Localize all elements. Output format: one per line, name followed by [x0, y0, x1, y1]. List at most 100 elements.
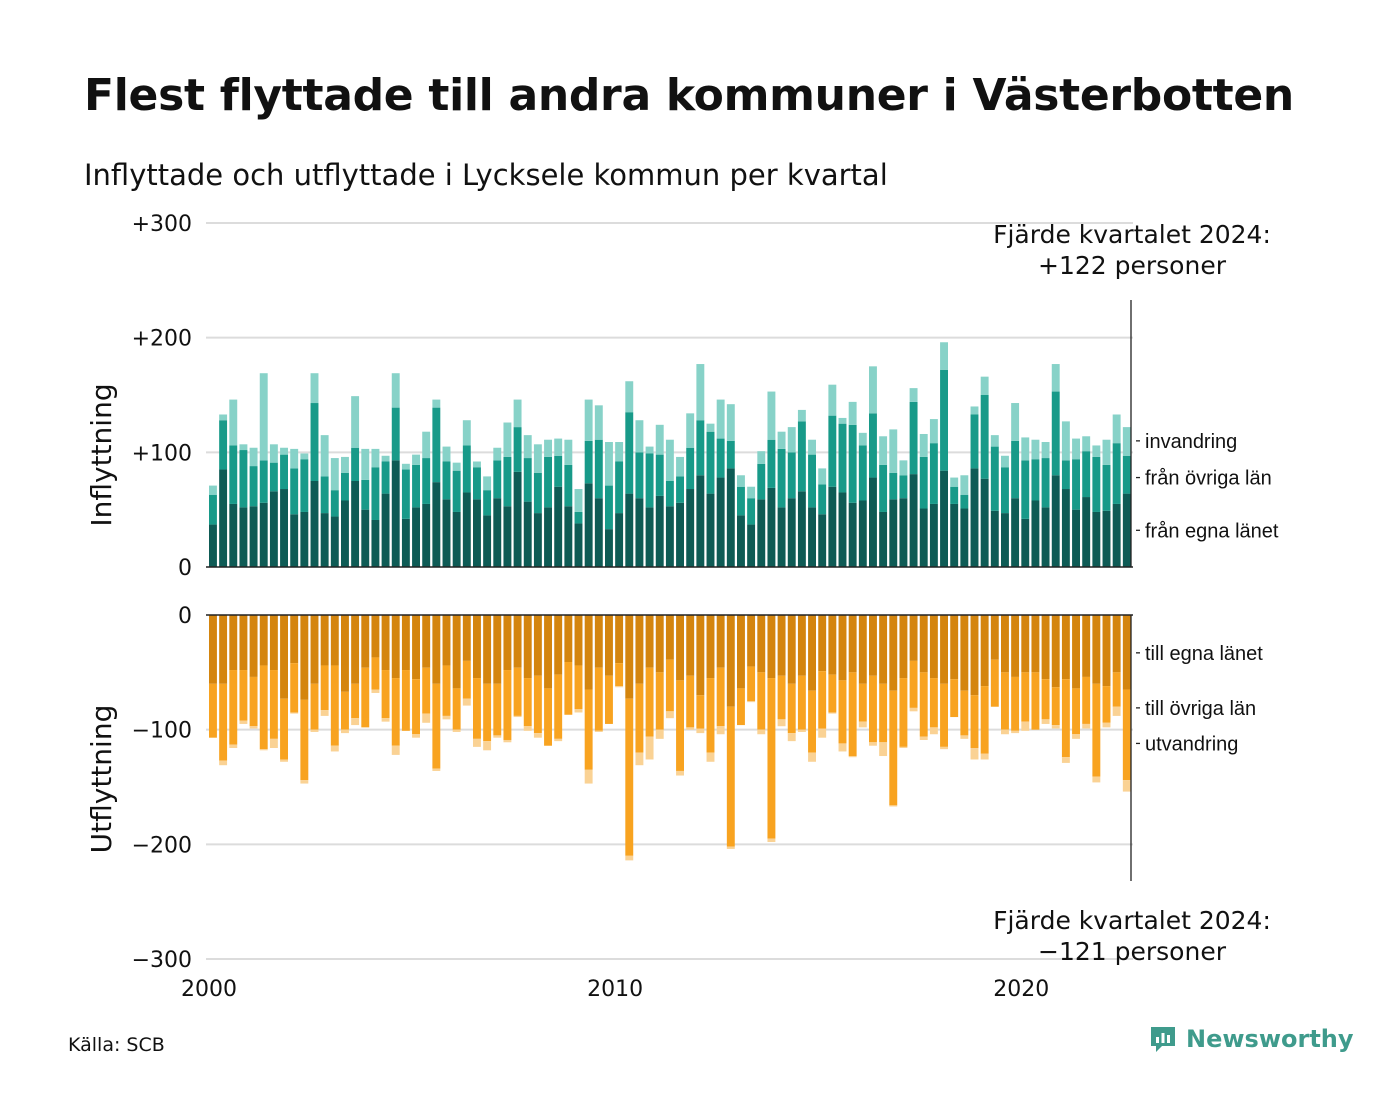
bar-in-invandring [747, 486, 756, 499]
bar-out-ovriga [422, 667, 431, 714]
bar-out-utvandring [493, 735, 502, 738]
bar-out-egna [1082, 615, 1091, 677]
bar-out-ovriga [564, 662, 573, 715]
bar-out-ovriga [290, 663, 299, 713]
bar-out-ovriga [1031, 672, 1040, 730]
bar-in-egna [645, 507, 654, 567]
bar-in-invandring [1021, 437, 1030, 461]
bar-out-ovriga [219, 683, 228, 761]
bar-out-egna [462, 615, 471, 661]
bar-in-ovriga [1102, 464, 1111, 511]
bar-in-invandring [655, 424, 664, 455]
bar-in-egna [462, 492, 471, 567]
bar-in-ovriga [787, 452, 796, 499]
bar-out-egna [828, 615, 837, 675]
bar-out-utvandring [726, 846, 735, 849]
bar-out-egna [290, 615, 299, 664]
bar-in-invandring [401, 463, 410, 470]
bar-in-egna [483, 515, 492, 567]
bar-out-egna [869, 615, 877, 676]
bar-out-utvandring [330, 745, 339, 752]
bar-in-egna [1051, 475, 1060, 567]
bar-out-egna [858, 615, 867, 684]
bar-out-egna [1031, 615, 1040, 673]
bar-in-egna [960, 508, 969, 567]
bar-out-egna [320, 615, 329, 666]
bar-out-egna [1061, 615, 1070, 680]
bar-in-egna [209, 524, 217, 567]
bar-out-ovriga [503, 670, 512, 740]
bar-in-invandring [361, 448, 370, 480]
bar-out-ovriga [1092, 683, 1101, 777]
bar-out-egna [1072, 615, 1080, 689]
bar-out-utvandring [1122, 780, 1131, 792]
newsworthy-logo-icon [1151, 1027, 1175, 1052]
bar-in-ovriga [726, 440, 735, 469]
bar-in-egna [929, 503, 938, 567]
bar-out-utvandring [716, 726, 725, 735]
bar-in-ovriga [1092, 456, 1101, 512]
bar-out-egna [950, 615, 959, 680]
bar-out-ovriga [269, 670, 278, 739]
bar-in-ovriga [889, 472, 898, 500]
bar-in-egna [909, 474, 918, 567]
bar-in-ovriga [808, 454, 816, 508]
bar-in-invandring [1092, 445, 1101, 457]
bar-in-ovriga [1112, 443, 1121, 504]
bar-out-ovriga [361, 667, 370, 728]
bar-in-invandring [858, 432, 867, 446]
bar-in-egna [869, 477, 877, 567]
bar-in-ovriga [838, 423, 847, 493]
bar-out-utvandring [432, 768, 441, 771]
bar-in-ovriga [229, 445, 238, 504]
bar-out-utvandring [371, 689, 380, 693]
bar-out-ovriga [676, 680, 684, 771]
bar-in-egna [594, 498, 603, 567]
bar-in-ovriga [970, 414, 979, 469]
bar-in-invandring [574, 489, 583, 512]
bar-out-utvandring [219, 760, 228, 766]
bar-in-egna [889, 499, 898, 567]
bar-in-egna [676, 502, 684, 567]
bar-out-egna [249, 615, 258, 677]
bar-in-egna [615, 513, 624, 567]
bar-out-ovriga [473, 678, 481, 739]
bar-in-egna [523, 501, 532, 567]
bar-in-egna [635, 498, 644, 567]
bar-in-egna [239, 507, 248, 567]
newsworthy-logo[interactable]: Newsworthy [1148, 1024, 1354, 1054]
bar-out-egna [838, 615, 847, 681]
bar-out-ovriga [889, 690, 898, 806]
bar-in-invandring [432, 399, 441, 408]
bar-in-invandring [503, 422, 512, 457]
bar-out-egna [787, 615, 796, 684]
bar-in-invandring [249, 447, 258, 467]
bar-out-egna [483, 615, 492, 684]
labels: 0 +100 +200 +300 0 −100 −200 −300 2000 2010 2020 In… [85, 212, 1279, 1002]
bar-in-egna [564, 506, 573, 567]
y-tick-label-in: 0 [178, 556, 192, 581]
bar-in-invandring [615, 442, 624, 462]
bar-in-ovriga [950, 486, 959, 504]
bar-out-egna [452, 615, 461, 689]
bar-out-utvandring [594, 730, 603, 732]
bar-in-invandring [797, 409, 806, 422]
bar-out-ovriga [990, 659, 999, 707]
bar-out-ovriga [808, 690, 816, 753]
bar-out-egna [635, 615, 644, 684]
bar-in-invandring [1001, 455, 1009, 468]
y-tick-label-in: +100 [132, 441, 192, 466]
bar-in-ovriga [391, 407, 400, 461]
bar-out-ovriga [300, 699, 309, 781]
bar-in-ovriga [676, 476, 684, 503]
bar-in-ovriga [493, 460, 502, 499]
bar-in-ovriga [828, 415, 837, 487]
bar-in-invandring [523, 435, 532, 459]
bar-out-egna [473, 615, 481, 679]
bar-out-utvandring [280, 759, 288, 762]
bar-in-egna [341, 500, 349, 567]
bar-out-utvandring [777, 719, 786, 727]
bar-out-ovriga [1082, 676, 1091, 724]
bar-out-ovriga [838, 680, 847, 744]
bar-out-utvandring [584, 769, 593, 784]
